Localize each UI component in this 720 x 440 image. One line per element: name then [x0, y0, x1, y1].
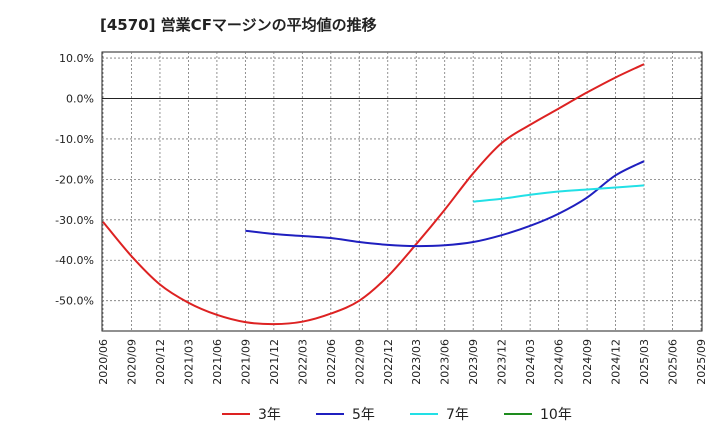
grid-lines [102, 52, 702, 331]
x-tick-label: 2020/06 [97, 339, 110, 385]
y-tick-label: -50.0% [55, 295, 94, 308]
x-tick-label: 2021/06 [211, 339, 224, 385]
x-tick-label: 2022/06 [325, 339, 338, 385]
y-tick-label: -30.0% [55, 214, 94, 227]
series-line-1 [102, 63, 645, 326]
x-tick-label: 2023/03 [410, 339, 423, 385]
plot-frame [101, 51, 703, 332]
x-tick-label: 2023/09 [467, 339, 480, 385]
y-tick-label: -10.0% [55, 133, 94, 146]
legend-label: 5年 [352, 407, 375, 423]
legend-label: 10年 [540, 407, 572, 423]
x-tick-label: 2020/12 [154, 339, 167, 385]
y-tick-label: -20.0% [55, 173, 94, 186]
legend: 3年 5年 7年 10年 [222, 407, 572, 423]
x-tick-label: 2025/09 [695, 339, 708, 385]
x-tick-label: 2024/12 [610, 339, 623, 385]
y-tick-label: 10.0% [59, 52, 94, 65]
legend-label: 7年 [446, 407, 469, 423]
x-tick-label: 2025/06 [667, 339, 680, 385]
x-axis-ticks: 2020/06 2020/09 2020/12 2021/03 2021/06 2021/… [97, 339, 708, 385]
y-tick-label: -40.0% [55, 254, 94, 267]
series-lines [102, 63, 645, 326]
x-tick-label: 2023/12 [496, 339, 509, 385]
x-tick-label: 2024/09 [581, 339, 594, 385]
x-tick-label: 2022/12 [382, 339, 395, 385]
x-tick-label: 2025/03 [638, 339, 651, 385]
x-tick-label: 2023/06 [439, 339, 452, 385]
x-tick-label: 2022/03 [296, 339, 309, 385]
chart-title: [4570] 営業CFマージンの平均値の推移 [100, 16, 377, 34]
x-tick-label: 2021/03 [182, 339, 195, 385]
x-tick-label: 2024/03 [524, 339, 537, 385]
x-tick-label: 2021/12 [268, 339, 281, 385]
x-tick-label: 2020/09 [125, 339, 138, 385]
x-tick-label: 2022/09 [353, 339, 366, 385]
x-tick-label: 2024/06 [553, 339, 566, 385]
y-tick-label: 0.0% [66, 93, 94, 106]
series-line-2 [245, 160, 645, 248]
plot-background [101, 51, 703, 332]
series-line-3 [473, 184, 645, 203]
y-axis-ticks: 10.0% 0.0% -10.0% -20.0% -30.0% -40.0% -50.0% [55, 52, 94, 308]
x-tick-label: 2021/09 [239, 339, 252, 385]
legend-label: 3年 [258, 407, 281, 423]
